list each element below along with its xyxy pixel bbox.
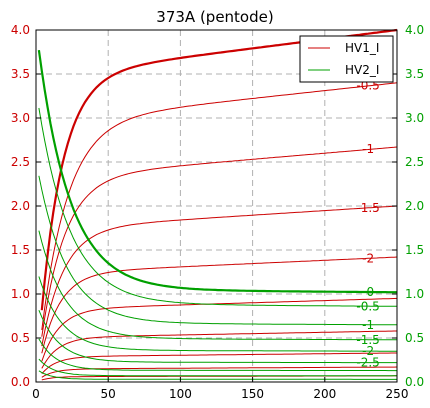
y-tick-label-right: 0.0 — [405, 375, 424, 389]
hv2-curve-label: -1.5 — [356, 333, 379, 347]
x-tick-label: 50 — [101, 387, 116, 401]
hv1-curve — [41, 205, 398, 347]
x-tick-label: 0 — [32, 387, 40, 401]
y-tick-label-left: 3.5 — [11, 67, 30, 81]
x-tick-label: 250 — [386, 387, 409, 401]
y-tick-label-left: 1.0 — [11, 287, 30, 301]
hv2-curve-label: -1 — [362, 318, 374, 332]
hv2-curve — [38, 276, 397, 352]
y-tick-label-right: 3.5 — [405, 67, 424, 81]
hv1-curve-label: -1 — [362, 142, 374, 156]
hv1-curve-label: -1.5 — [356, 201, 379, 215]
hv2-curve — [37, 49, 397, 294]
legend-hv1-label: HV1_I — [345, 41, 379, 55]
hv2-curve-label: -0 — [362, 285, 374, 299]
hv2-curve — [38, 230, 398, 341]
hv1-curve — [41, 330, 397, 369]
legend-box — [299, 35, 394, 83]
hv1-curve — [41, 366, 398, 378]
x-tick-label: 200 — [313, 387, 336, 401]
hv1-curve — [41, 352, 397, 375]
x-tick-label: 150 — [241, 387, 264, 401]
y-tick-label-left: 3.0 — [11, 111, 30, 125]
legend-hv2-label: HV2_I — [345, 63, 379, 77]
hv2-curve — [38, 338, 397, 372]
y-tick-label-left: 1.5 — [11, 243, 30, 257]
hv2-curve-label: -2.5 — [356, 356, 379, 370]
y-tick-label-right: 4.0 — [405, 23, 424, 37]
hv2-series — [37, 49, 398, 380]
y-tick-label-right: 2.0 — [405, 199, 424, 213]
hv1-series — [40, 28, 398, 381]
hv2-curve — [38, 175, 397, 326]
y-tick-label-left: 2.0 — [11, 199, 30, 213]
y-tick-label-right: 2.5 — [405, 155, 424, 169]
hv2-curve — [38, 107, 397, 307]
hv1-curve-label: -2 — [362, 252, 374, 266]
legend: HV1_I HV2_I — [299, 35, 394, 83]
y-tick-label-right: 0.5 — [405, 331, 424, 345]
y-tick-label-right: 1.0 — [405, 287, 424, 301]
hv2-curve — [38, 370, 397, 380]
curve-labels: -0.5-1-1.5-2-0-0.5-1-1.5-2-2.5 — [356, 78, 379, 369]
grid — [36, 30, 397, 382]
y-tick-label-left: 2.5 — [11, 155, 30, 169]
y-tick-label-right: 1.5 — [405, 243, 424, 257]
y-tick-label-left: 0.0 — [11, 375, 30, 389]
hv1-curve — [41, 256, 398, 354]
hv1-curve — [41, 146, 398, 337]
hv1-curve — [41, 297, 398, 362]
y-tick-label-left: 4.0 — [11, 23, 30, 37]
chart-title: 373A (pentode) — [156, 8, 273, 26]
y-tick-label-right: 3.0 — [405, 111, 424, 125]
x-tick-label: 100 — [169, 387, 192, 401]
hv2-curve — [38, 310, 397, 364]
hv2-curve — [38, 358, 397, 377]
hv2-curve-label: -2 — [362, 344, 374, 358]
hv1-curve — [41, 82, 398, 331]
y-tick-label-left: 0.5 — [11, 331, 30, 345]
hv2-curve-label: -0.5 — [356, 299, 379, 313]
